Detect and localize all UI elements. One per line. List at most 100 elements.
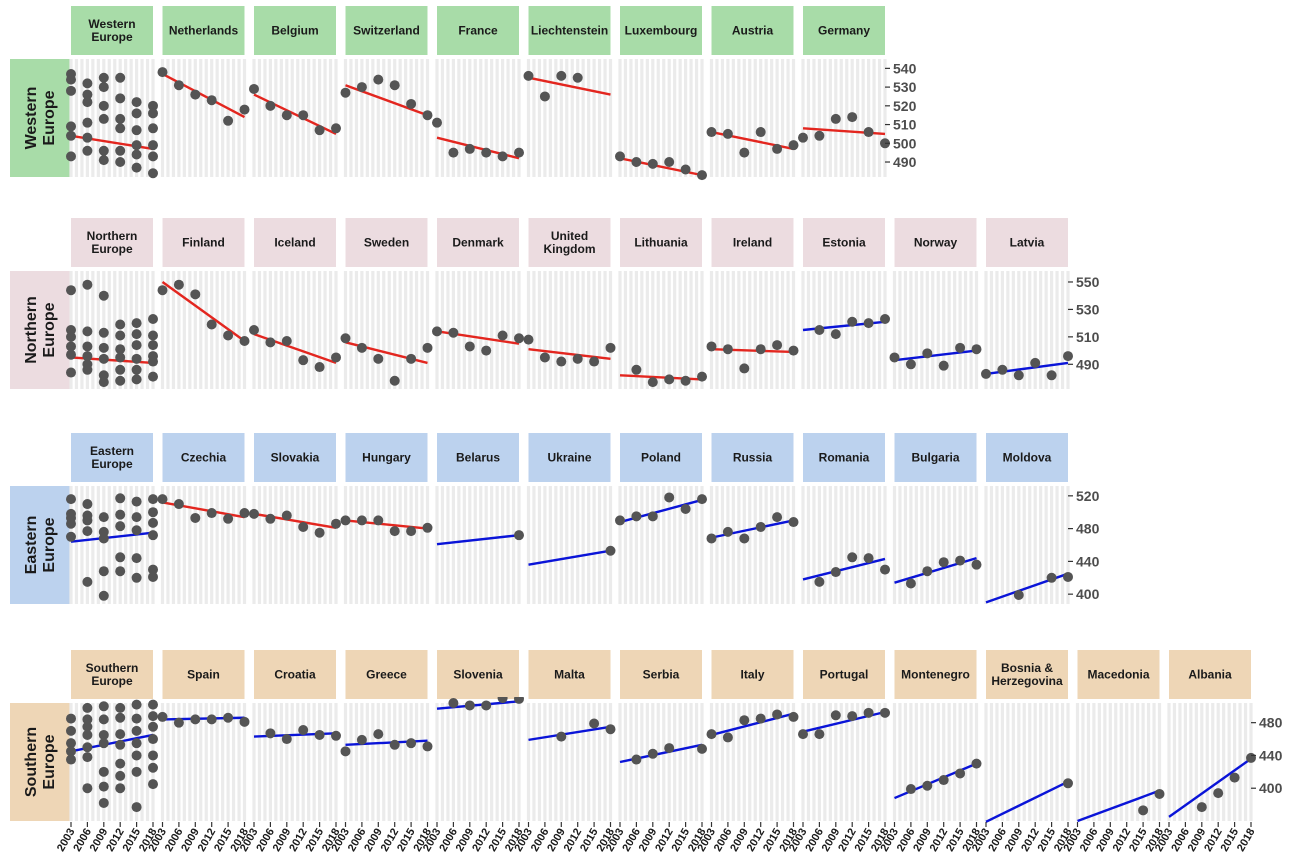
data-point [115,364,126,375]
panel-grid [618,703,704,821]
data-point [814,576,825,587]
data-point [98,113,109,124]
data-point [514,147,524,158]
panel-background [254,486,336,604]
data-point [572,72,583,83]
row-label-line: Europe [41,302,58,357]
facet-title-line: Croatia [274,668,316,682]
data-point [356,515,367,526]
data-point [239,335,250,346]
data-point [98,72,109,83]
data-point [331,518,341,529]
data-point [772,340,783,351]
data-point [1213,788,1224,799]
facet-bulgaria: Bulgaria [892,433,982,604]
data-point [755,713,766,724]
facet-switzerland: Switzerland [340,6,433,177]
data-point [148,100,158,111]
data-point [115,552,126,563]
data-point [98,738,109,749]
data-point [664,374,675,385]
y-tick-label: 530 [893,79,917,95]
data-point [98,533,109,544]
facet-title-line: Sweden [364,236,409,250]
y-tick-label: 530 [1076,301,1100,317]
data-point [830,113,841,124]
facet-latvia: Latvia 550 530 510 490 [981,218,1100,389]
panel-grid [435,486,521,604]
data-point [66,341,76,352]
trend-line [802,557,886,581]
data-point [788,517,799,528]
data-point [955,342,966,353]
data-point [131,713,142,724]
data-point [206,319,217,330]
data-point [157,285,168,296]
data-point [98,714,109,725]
panel-background [894,271,977,389]
data-point [115,729,126,740]
data-point [131,140,142,151]
panel-data [253,725,341,745]
panel-grid [435,271,521,389]
data-point [82,351,93,362]
facet-finland: Finland [157,218,250,389]
facet-title: Croatia [274,668,316,682]
facet-title: Denmark [452,236,504,250]
panel-grid [1075,703,1162,821]
data-point [98,512,109,523]
data-point [523,334,534,345]
facet-moldova: Moldova 520 480 440 400 [984,433,1100,604]
data-point [148,762,158,773]
data-point [389,80,400,91]
data-point [131,149,142,160]
panel-grid [526,271,613,389]
facet-strip [711,218,794,267]
data-point [98,797,109,808]
panel-data [894,758,982,800]
facet-title: Spain [187,668,220,682]
row-strip [10,703,70,821]
facet-title-line: Serbia [643,668,680,682]
panel-grid [984,703,1070,821]
facet-estonia: Estonia [801,218,890,389]
data-point [249,508,259,519]
data-point [115,566,126,577]
data-point [1154,788,1165,799]
data-point [847,711,858,722]
data-point [82,364,93,375]
data-point [223,115,234,126]
panel-data [1077,788,1165,823]
facet-strip [803,433,885,482]
data-point [605,724,616,735]
trend-line [1168,757,1252,818]
data-point [239,508,250,519]
data-point [131,329,142,340]
panel-background [1169,703,1251,821]
data-point [115,375,126,386]
panel-background [254,703,336,821]
data-point [863,127,874,138]
data-point [739,147,750,158]
facet-title: Netherlands [169,24,239,38]
facet-title-line: Slovenia [453,668,503,682]
facet-title-line: Switzerland [353,24,420,38]
data-point [539,352,550,363]
trend-line [985,780,1069,823]
data-point [131,766,142,777]
data-point [148,507,158,518]
panel-data [340,515,433,537]
panel-data [249,83,341,136]
data-point [66,285,76,296]
facet-strip [254,650,336,699]
data-point [664,492,675,503]
data-point [98,342,109,353]
facet-czechia: Czechia [157,433,250,604]
facet-hungary: Hungary [340,433,433,604]
facet-belgium: Belgium [249,6,341,177]
data-point [190,512,201,523]
